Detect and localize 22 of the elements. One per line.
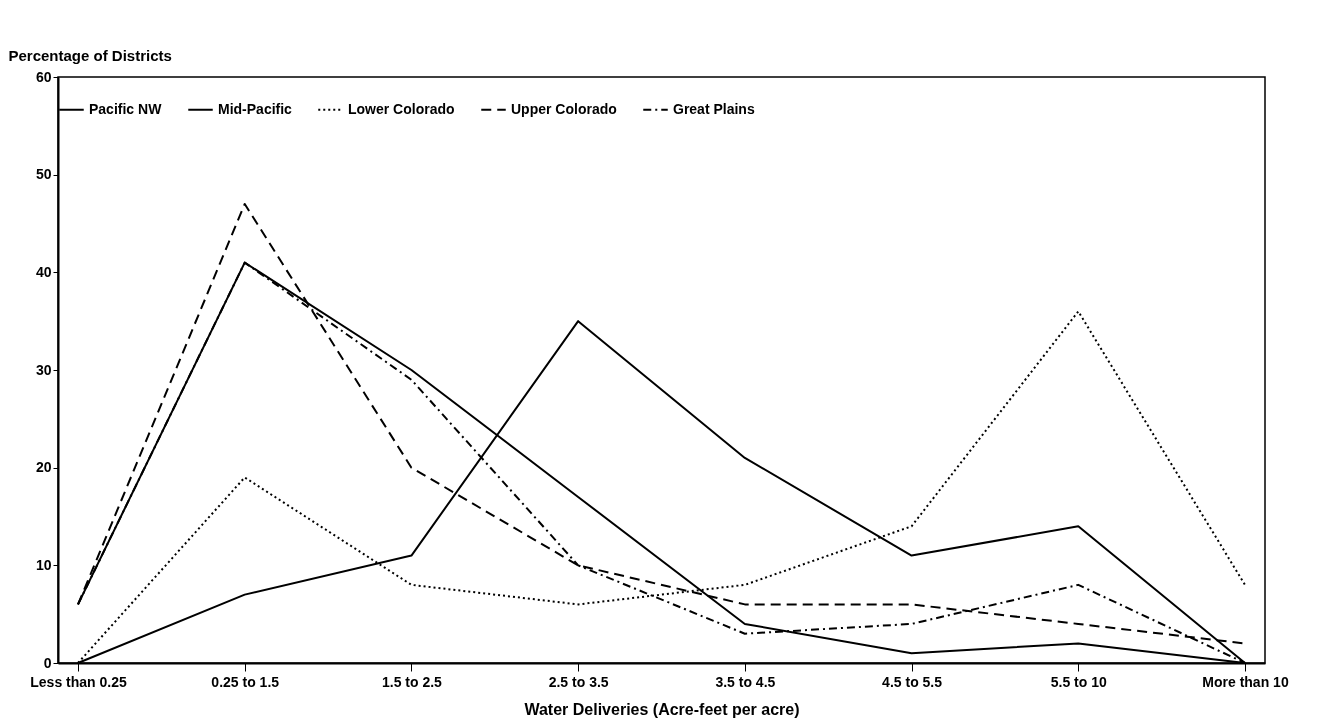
x-tick-label: Less than 0.25 — [30, 673, 127, 690]
legend-label: Upper Colorado — [511, 100, 617, 117]
y-tick-label: 10 — [35, 556, 52, 573]
x-tick-label: 4.5 to 5.5 — [882, 673, 943, 690]
y-tick-label: 30 — [35, 361, 52, 378]
legend-label: Lower Colorado — [348, 100, 455, 117]
y-tick-label: 20 — [35, 459, 52, 476]
x-tick-label: 1.5 to 2.5 — [381, 673, 443, 690]
x-axis-title: Water Deliveries (Acre-feet per acre) — [524, 700, 800, 718]
x-tick-label: 0.25 to 1.5 — [211, 673, 280, 690]
y-tick-label: 50 — [35, 166, 52, 183]
y-tick-label: 60 — [35, 68, 52, 85]
x-tick-label: More than 10 — [1202, 673, 1289, 690]
legend-label: Pacific NW — [89, 100, 163, 117]
legend-label: Great Plains — [673, 100, 755, 117]
x-tick-label: 5.5 to 10 — [1050, 673, 1108, 690]
x-tick-label: 2.5 to 3.5 — [548, 673, 609, 690]
x-tick-label: 3.5 to 4.5 — [715, 673, 776, 690]
legend-label: Mid-Pacific — [218, 100, 293, 117]
y-axis-title: Percentage of Districts — [8, 46, 172, 64]
y-tick-label: 40 — [35, 263, 52, 280]
y-tick-label: 0 — [43, 654, 52, 671]
